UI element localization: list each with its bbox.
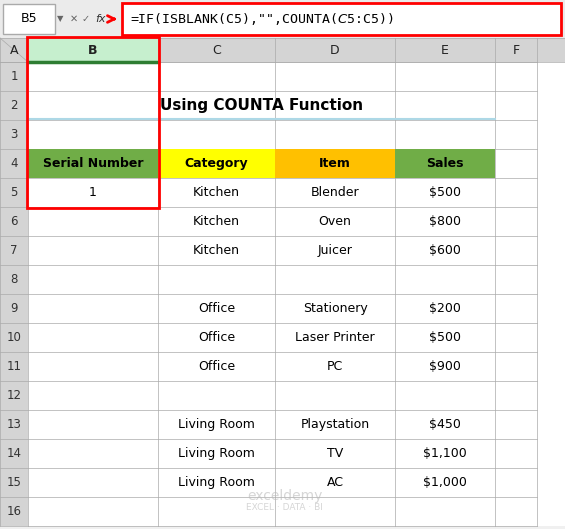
Text: Stationery: Stationery (303, 302, 367, 315)
Text: Living Room: Living Room (178, 476, 255, 489)
Text: 1: 1 (89, 186, 97, 199)
Text: PC: PC (327, 360, 343, 373)
Text: 11: 11 (7, 360, 21, 373)
Bar (0, 0, 565, 38)
Text: $800: $800 (429, 215, 461, 228)
Bar (28, 38, 158, 62)
Bar (0, 62, 565, 526)
Text: D: D (330, 43, 340, 57)
Text: 15: 15 (7, 476, 21, 489)
Text: AC: AC (327, 476, 344, 489)
Text: 13: 13 (7, 418, 21, 431)
Text: Sales: Sales (426, 157, 464, 170)
Text: Blender: Blender (311, 186, 359, 199)
Text: Kitchen: Kitchen (193, 215, 240, 228)
Bar (28, 149, 158, 178)
Text: $500: $500 (429, 186, 461, 199)
Text: Item: Item (319, 157, 351, 170)
Text: $450: $450 (429, 418, 461, 431)
Bar (3, 4, 55, 34)
Text: Living Room: Living Room (178, 447, 255, 460)
Bar (27, 37, 159, 208)
Text: fx: fx (95, 14, 106, 24)
Text: Using COUNTA Function: Using COUNTA Function (160, 98, 363, 113)
Text: A: A (10, 43, 18, 57)
Text: $200: $200 (429, 302, 461, 315)
Text: B5: B5 (21, 13, 37, 25)
Text: E: E (441, 43, 449, 57)
Text: EXCEL · DATA · BI: EXCEL · DATA · BI (246, 504, 323, 513)
Text: C: C (212, 43, 221, 57)
Text: =IF(ISBLANK(C5),"",COUNTA($C$5:C5)): =IF(ISBLANK(C5),"",COUNTA($C$5:C5)) (130, 11, 394, 27)
Text: ✓: ✓ (82, 14, 90, 24)
Text: $1,100: $1,100 (423, 447, 467, 460)
Text: exceldemy: exceldemy (247, 489, 323, 503)
Text: Kitchen: Kitchen (193, 244, 240, 257)
Text: 1: 1 (10, 70, 18, 83)
Text: Oven: Oven (319, 215, 351, 228)
Text: Office: Office (198, 360, 235, 373)
Text: B: B (88, 43, 98, 57)
Text: 16: 16 (7, 505, 21, 518)
Text: 10: 10 (7, 331, 21, 344)
Text: F: F (512, 43, 520, 57)
Text: Serial Number: Serial Number (43, 157, 144, 170)
Text: 7: 7 (10, 244, 18, 257)
Text: 5: 5 (10, 186, 18, 199)
Text: 3: 3 (10, 128, 18, 141)
Bar (0, 38, 565, 62)
Text: Laser Printer: Laser Printer (295, 331, 375, 344)
Bar (122, 3, 561, 35)
Text: ▼: ▼ (56, 14, 63, 23)
Text: ✕: ✕ (70, 14, 78, 24)
Bar (158, 149, 275, 178)
Text: $900: $900 (429, 360, 461, 373)
Text: Juicer: Juicer (318, 244, 353, 257)
Text: 12: 12 (7, 389, 21, 402)
Text: 6: 6 (10, 215, 18, 228)
Text: Kitchen: Kitchen (193, 186, 240, 199)
Bar (395, 149, 495, 178)
Text: 2: 2 (10, 99, 18, 112)
Text: 14: 14 (7, 447, 21, 460)
Text: Office: Office (198, 302, 235, 315)
Text: Office: Office (198, 331, 235, 344)
Polygon shape (0, 38, 28, 62)
Text: $1,000: $1,000 (423, 476, 467, 489)
Text: Playstation: Playstation (301, 418, 370, 431)
Text: $500: $500 (429, 331, 461, 344)
Text: Category: Category (185, 157, 248, 170)
Text: 4: 4 (10, 157, 18, 170)
Text: 9: 9 (10, 302, 18, 315)
Bar (275, 149, 395, 178)
Text: Living Room: Living Room (178, 418, 255, 431)
Bar (0, 62, 28, 526)
Text: 8: 8 (10, 273, 18, 286)
Text: TV: TV (327, 447, 343, 460)
Text: $600: $600 (429, 244, 461, 257)
